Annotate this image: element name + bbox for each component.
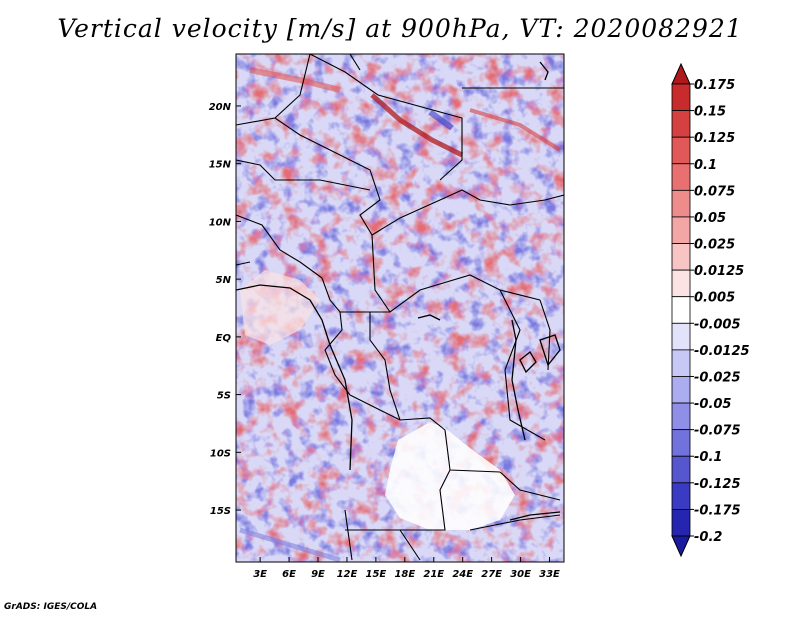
colorbar-swatch bbox=[671, 296, 691, 324]
x-tick-label: 33E bbox=[539, 569, 560, 580]
map-frame bbox=[235, 53, 565, 563]
colorbar-label: -0.175 bbox=[694, 503, 741, 518]
colorbar-swatch bbox=[671, 189, 691, 218]
country-boundaries bbox=[236, 54, 564, 561]
colorbar-swatch bbox=[671, 243, 691, 271]
colorbar-swatch bbox=[671, 455, 691, 484]
colorbar-label: 0.125 bbox=[694, 131, 735, 146]
x-tick-label: 12E bbox=[337, 569, 358, 580]
colorbar-swatch bbox=[671, 322, 691, 351]
colorbar-label: -0.0125 bbox=[694, 344, 750, 359]
colorbar-swatch bbox=[671, 482, 691, 510]
colorbar-swatch bbox=[671, 269, 691, 298]
chart-title: Vertical velocity [m/s] at 900hPa, VT: 2… bbox=[57, 14, 743, 43]
colorbar-label: 0.005 bbox=[694, 291, 735, 306]
colorbar-label: 0.0125 bbox=[694, 264, 744, 279]
colorbar-label: -0.075 bbox=[694, 424, 741, 439]
colorbar-label: 0.175 bbox=[694, 78, 735, 93]
x-tick-label: 21E bbox=[423, 569, 444, 580]
colorbar-label: -0.005 bbox=[694, 317, 741, 332]
coastlines-and-lakes bbox=[236, 61, 561, 521]
y-tick-label: 15S bbox=[210, 506, 231, 517]
colorbar: 0.175 0.15 0.125 0.1 0.075 0.05 0.025 0.0125 0.0… bbox=[671, 62, 750, 558]
y-tick-label: 15N bbox=[209, 160, 232, 171]
colorbar-label: -0.05 bbox=[694, 397, 731, 412]
colorbar-swatch bbox=[671, 83, 691, 111]
map-area bbox=[236, 54, 564, 562]
descent-streak bbox=[239, 527, 341, 562]
y-tick-label: 5N bbox=[216, 275, 232, 286]
x-tick-label: 18E bbox=[394, 569, 415, 580]
y-tick-label: 10N bbox=[209, 217, 232, 228]
colorbar-label: -0.125 bbox=[694, 477, 741, 492]
colorbar-label: 0.025 bbox=[694, 238, 735, 253]
neutral-region bbox=[385, 422, 515, 530]
colorbar-swatch bbox=[671, 402, 691, 431]
colorbar-swatch bbox=[671, 163, 691, 191]
colorbar-label: 0.15 bbox=[694, 105, 726, 120]
y-tick-label: 10S bbox=[210, 448, 231, 459]
descent-streak bbox=[428, 109, 454, 131]
colorbar-bottom-arrow bbox=[671, 535, 691, 558]
ascent-streak bbox=[370, 93, 464, 158]
colorbar-label: -0.1 bbox=[694, 450, 722, 465]
colorbar-label: 0.075 bbox=[694, 184, 735, 199]
colorbar-top-arrow bbox=[671, 62, 691, 85]
colorbar-swatch bbox=[671, 509, 691, 537]
x-axis: 3E 6E 9E 12E 15E 18E 21E 24E 27E 30E 33E bbox=[253, 557, 560, 580]
neutral-region bbox=[240, 270, 320, 345]
x-tick-label: 15E bbox=[366, 569, 387, 580]
colorbar-swatch bbox=[671, 349, 691, 377]
colorbar-label: 0.1 bbox=[694, 158, 717, 173]
y-tick-label: EQ bbox=[216, 333, 232, 344]
colorbar-swatch bbox=[671, 429, 691, 457]
x-tick-label: 9E bbox=[311, 569, 325, 580]
ascent-streak bbox=[469, 108, 562, 152]
y-tick-label: 5S bbox=[217, 391, 231, 402]
colorbar-swatch bbox=[671, 216, 691, 244]
y-tick-label: 20N bbox=[209, 102, 232, 113]
colorbar-label: -0.2 bbox=[694, 530, 722, 545]
y-axis: 20N 15N 10N 5N EQ 5S 10S 15S bbox=[209, 102, 241, 517]
x-tick-label: 3E bbox=[253, 569, 267, 580]
x-tick-label: 6E bbox=[282, 569, 296, 580]
colorbar-swatch bbox=[671, 376, 691, 404]
colorbar-swatch bbox=[671, 110, 691, 138]
x-tick-label: 27E bbox=[481, 569, 502, 580]
ascent-streak bbox=[249, 67, 341, 93]
x-tick-label: 24E bbox=[452, 569, 473, 580]
software-credit: GrADS: IGES/COLA bbox=[4, 602, 98, 612]
colorbar-label: 0.05 bbox=[694, 211, 726, 226]
colorbar-swatch bbox=[671, 136, 691, 165]
colorbar-label: -0.025 bbox=[694, 370, 741, 385]
x-tick-label: 30E bbox=[510, 569, 531, 580]
